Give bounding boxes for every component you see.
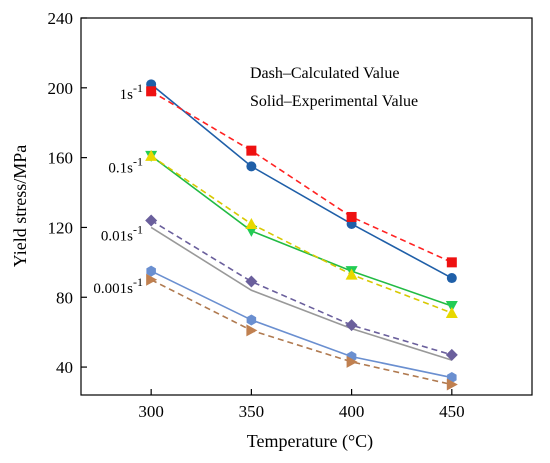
rate-base: 0.001s	[93, 281, 133, 297]
series-line	[150, 270, 452, 379]
y-tick-label: 160	[48, 149, 74, 168]
series-line	[150, 83, 453, 279]
strain-rate-label: 1s-1	[120, 81, 143, 103]
series-line	[150, 279, 452, 386]
data-point	[445, 348, 458, 361]
data-point	[146, 273, 158, 286]
series-experimental	[145, 150, 458, 312]
series-experimental	[150, 226, 453, 361]
strain-rate-label: 0.001s-1	[93, 275, 143, 297]
axis-ticks: 300 350 400 450 40 80 120 160 200 240	[48, 9, 465, 421]
annotation-experimental: Solid–Experimental Value	[250, 93, 418, 110]
series-line	[150, 155, 453, 307]
data-point	[146, 86, 157, 97]
series-calculated	[146, 86, 457, 268]
data-point	[246, 145, 257, 156]
annotation-calculated: Dash–Calculated Value	[250, 65, 399, 82]
rate-base: 0.01s	[101, 228, 133, 244]
rate-labels: 1s-10.1s-10.01s-10.001s-1	[93, 81, 143, 297]
x-axis-title: Temperature (°C)	[247, 431, 373, 452]
rate-base: 0.1s	[108, 160, 133, 176]
x-tick-label: 400	[339, 402, 365, 421]
y-tick-label: 80	[56, 288, 73, 307]
rate-exponent: -1	[133, 81, 143, 95]
series-calculated	[145, 149, 458, 318]
series-line	[150, 90, 453, 264]
data-point	[145, 149, 158, 161]
series-calculated	[145, 214, 458, 361]
series-line	[150, 226, 453, 361]
data-point	[346, 211, 357, 222]
series-calculated	[146, 273, 458, 391]
x-tick-label: 300	[138, 402, 164, 421]
data-point	[245, 275, 258, 288]
y-tick-label: 120	[48, 218, 74, 237]
data-point	[245, 217, 258, 229]
rate-exponent: -1	[133, 222, 143, 236]
data-point	[446, 273, 457, 284]
data-point	[145, 214, 158, 227]
data-point	[446, 257, 457, 268]
data-point	[445, 300, 458, 312]
plot-frame	[80, 17, 533, 396]
series-experimental	[146, 265, 457, 384]
strain-rate-label: 0.1s-1	[108, 154, 143, 176]
data-point	[446, 378, 458, 391]
x-tick-label: 450	[439, 402, 465, 421]
series-layer	[145, 79, 458, 391]
data-point	[345, 268, 358, 280]
data-point	[345, 319, 358, 332]
series-line	[150, 219, 453, 356]
data-point	[146, 265, 156, 277]
rate-exponent: -1	[133, 154, 143, 168]
y-tick-label: 200	[48, 79, 74, 98]
rate-base: 1s	[120, 87, 134, 103]
x-tick-label: 350	[239, 402, 265, 421]
y-axis-title: Yield stress/MPa	[10, 145, 30, 268]
data-point	[246, 161, 257, 172]
data-point	[246, 314, 257, 326]
y-tick-label: 40	[56, 358, 73, 377]
data-point	[445, 306, 458, 318]
y-tick-label: 240	[48, 9, 74, 28]
data-point	[246, 324, 258, 337]
rate-exponent: -1	[133, 275, 143, 289]
series-line	[150, 155, 453, 314]
strain-rate-label: 0.01s-1	[101, 222, 143, 244]
data-point	[346, 355, 358, 368]
